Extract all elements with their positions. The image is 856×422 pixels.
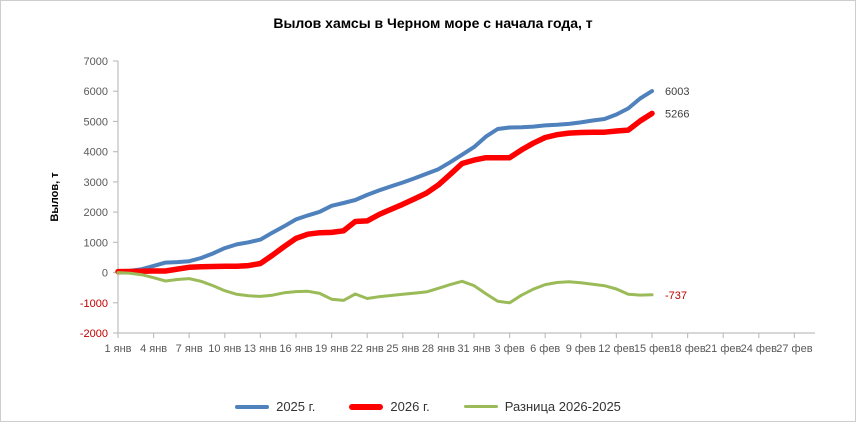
x-tick-label: 21 фев [705, 343, 741, 355]
legend-label: 2026 г. [390, 399, 430, 414]
y-tick-label: 3000 [84, 177, 108, 189]
series-line [115, 110, 655, 275]
x-tick-label: 31 янв [457, 343, 490, 355]
x-tick-label: 3 фев [495, 343, 525, 355]
series-line [116, 89, 654, 274]
y-tick-label: -1000 [80, 298, 108, 310]
x-tick-label: 13 янв [244, 343, 277, 355]
y-tick-label: 6000 [84, 86, 108, 98]
series-end-label: 5266 [665, 108, 689, 120]
x-tick-label: 1 янв [104, 343, 131, 355]
x-tick-label: 25 янв [386, 343, 419, 355]
legend-label: Разница 2026-2025 [504, 399, 621, 414]
y-tick-label: -2000 [80, 328, 108, 340]
legend-item: 2025 г. [235, 399, 315, 414]
y-tick-label: 5000 [84, 116, 108, 128]
legend-line-swatch [463, 405, 498, 408]
legend-item: Разница 2026-2025 [463, 399, 621, 414]
x-tick-label: 7 янв [176, 343, 203, 355]
x-tick-label: 6 фев [530, 343, 560, 355]
y-tick-label: 4000 [84, 147, 108, 159]
chart-title: Вылов хамсы в Черном море с начала года,… [273, 15, 592, 31]
legend-item: 2026 г. [349, 399, 430, 414]
x-tick-label: 22 янв [351, 343, 384, 355]
x-tick-label: 10 янв [208, 343, 241, 355]
x-tick-label: 24 фев [741, 343, 777, 355]
x-tick-label: 15 фев [634, 343, 670, 355]
x-tick-label: 18 фев [669, 343, 705, 355]
series-line [116, 271, 654, 305]
y-tick-label: 2000 [84, 207, 108, 219]
y-axis-title: Вылов, т [49, 172, 61, 222]
legend-line-swatch [235, 404, 270, 409]
x-tick-label: 12 фев [598, 343, 634, 355]
legend-line-swatch [349, 403, 384, 410]
x-tick-label: 16 янв [279, 343, 312, 355]
x-tick-label: 28 янв [422, 343, 455, 355]
x-tick-label: 4 янв [140, 343, 167, 355]
y-tick-label: 1000 [84, 237, 108, 249]
x-tick-label: 27 фев [776, 343, 812, 355]
y-tick-label: 0 [102, 268, 108, 280]
x-tick-label: 9 фев [566, 343, 596, 355]
series-end-label: -737 [665, 290, 687, 302]
y-tick-label: 7000 [84, 56, 108, 68]
x-tick-label: 19 янв [315, 343, 348, 355]
legend: 2025 г. 2026 г. Разница 2026-2025 [1, 399, 855, 414]
series-end-label: 6003 [665, 86, 689, 98]
legend-label: 2025 г. [276, 399, 316, 414]
chart-plot: 7000 6000 5000 4000 3000 2000 1000 0 -1000 -2000 1… [80, 56, 815, 355]
